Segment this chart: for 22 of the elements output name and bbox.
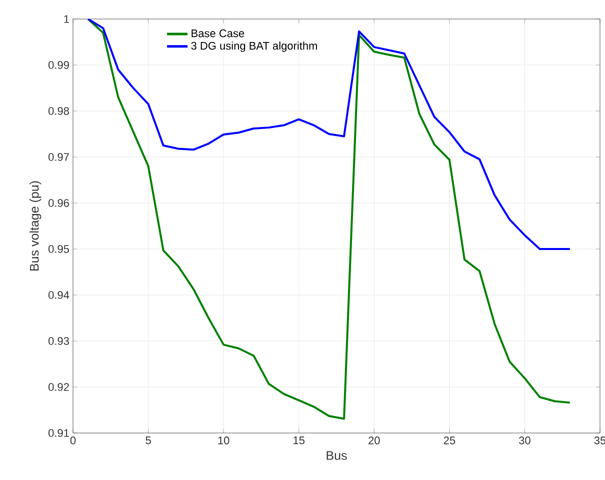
y-axis-title: Bus voltage (pu) — [30, 181, 42, 270]
x-tick-label: 25 — [444, 436, 456, 444]
x-tick-label: 10 — [218, 436, 230, 444]
x-tick-label: 0 — [70, 436, 76, 444]
x-tick-label: 20 — [368, 436, 380, 444]
y-tick-label: 0.99 — [48, 61, 69, 69]
y-tick-label: 0.97 — [48, 153, 69, 161]
y-tick-label: 0.94 — [48, 291, 70, 299]
y-tick-label: 0.92 — [48, 383, 69, 391]
y-tick-label: 0.91 — [48, 429, 69, 437]
y-tick-label: 0.96 — [48, 199, 69, 207]
x-tick-label: 5 — [146, 436, 151, 444]
x-tick-label: 30 — [519, 436, 530, 444]
y-tick-label: 0.95 — [48, 245, 69, 253]
y-tick-label: 1 — [64, 15, 69, 23]
line-series — [87, 19, 571, 420]
x-tick-label: 15 — [294, 436, 305, 444]
legend-label: 3 DG using BAT algorithm — [191, 42, 317, 52]
y-tick-label: 0.93 — [48, 337, 69, 345]
legend-label: Base Case — [192, 29, 244, 38]
x-axis-title: Bus — [326, 451, 347, 460]
y-tick-label: 0.98 — [48, 107, 69, 115]
